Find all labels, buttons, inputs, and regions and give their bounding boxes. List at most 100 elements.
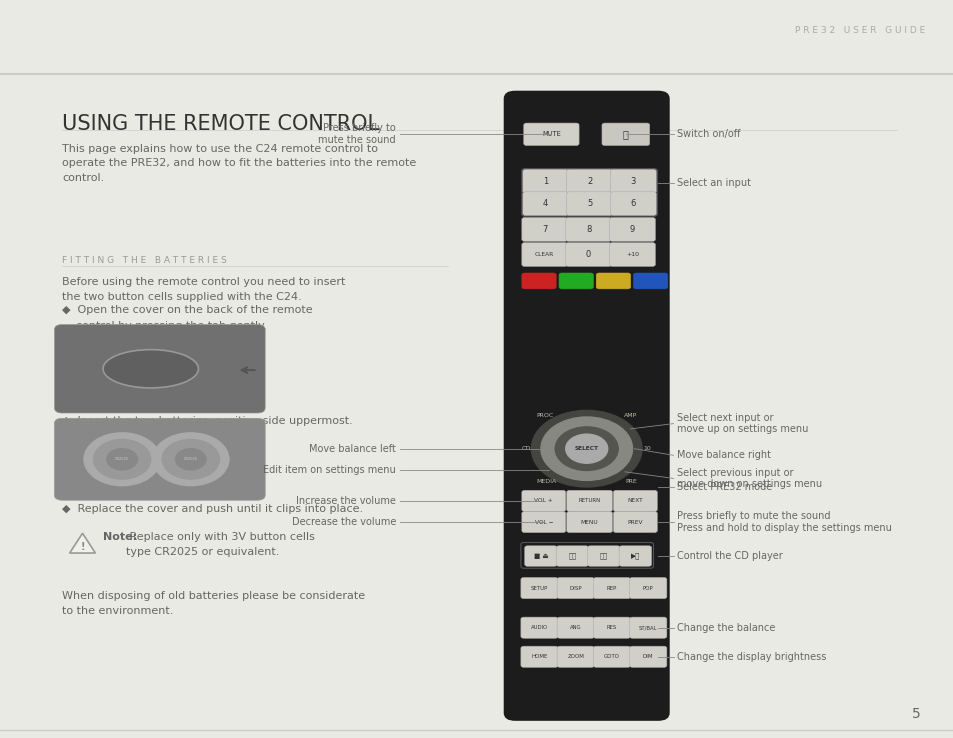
Text: Select next input or
move up on settings menu: Select next input or move up on settings…: [677, 413, 808, 435]
FancyBboxPatch shape: [521, 218, 567, 241]
Text: VOL −: VOL −: [534, 520, 553, 525]
FancyBboxPatch shape: [633, 273, 667, 289]
FancyBboxPatch shape: [520, 617, 558, 638]
Text: Press briefly to
mute the sound: Press briefly to mute the sound: [318, 123, 395, 145]
Text: Move balance left: Move balance left: [309, 444, 395, 454]
FancyBboxPatch shape: [566, 511, 612, 533]
FancyBboxPatch shape: [593, 578, 630, 599]
Text: NEXT: NEXT: [627, 498, 642, 503]
Text: 6: 6: [630, 199, 636, 208]
Text: VOL +: VOL +: [534, 498, 553, 503]
Text: HOME: HOME: [531, 655, 547, 659]
Text: PREV: PREV: [627, 520, 642, 525]
Circle shape: [565, 434, 607, 463]
Text: Select an input: Select an input: [677, 178, 751, 187]
FancyBboxPatch shape: [596, 273, 630, 289]
Text: 5: 5: [911, 708, 920, 722]
Text: ◆  Insert the two batteries, positive side uppermost.: ◆ Insert the two batteries, positive sid…: [62, 415, 353, 426]
Text: Decrease the volume: Decrease the volume: [292, 517, 395, 527]
Circle shape: [152, 433, 229, 486]
Text: Note:: Note:: [103, 532, 137, 542]
FancyBboxPatch shape: [54, 418, 265, 500]
FancyBboxPatch shape: [522, 192, 568, 215]
FancyBboxPatch shape: [565, 218, 611, 241]
Text: AMP: AMP: [623, 413, 637, 418]
FancyBboxPatch shape: [521, 243, 567, 266]
Text: Select PRE32 mode: Select PRE32 mode: [677, 482, 772, 492]
FancyBboxPatch shape: [613, 511, 657, 533]
Text: MENU: MENU: [580, 520, 598, 525]
FancyBboxPatch shape: [503, 91, 669, 721]
Circle shape: [162, 439, 219, 479]
Text: 5: 5: [586, 199, 592, 208]
FancyBboxPatch shape: [521, 273, 556, 289]
Text: MUTE: MUTE: [541, 131, 560, 137]
Circle shape: [84, 433, 160, 486]
FancyBboxPatch shape: [609, 218, 655, 241]
FancyBboxPatch shape: [521, 490, 565, 511]
FancyBboxPatch shape: [610, 192, 656, 215]
FancyBboxPatch shape: [566, 192, 612, 215]
Text: ⏻: ⏻: [622, 129, 628, 139]
Text: Move balance right: Move balance right: [677, 450, 771, 461]
Text: Control the CD player: Control the CD player: [677, 551, 782, 561]
Text: Increase the volume: Increase the volume: [295, 496, 395, 506]
Text: 8: 8: [585, 225, 591, 234]
FancyBboxPatch shape: [521, 511, 565, 533]
FancyBboxPatch shape: [557, 617, 594, 638]
FancyBboxPatch shape: [609, 243, 655, 266]
Text: REP: REP: [606, 585, 617, 590]
Text: POP: POP: [642, 585, 653, 590]
Text: ⏪⏪: ⏪⏪: [568, 553, 576, 559]
Text: CR2025: CR2025: [115, 458, 129, 461]
Text: 4: 4: [542, 199, 548, 208]
Text: AUDIO: AUDIO: [531, 625, 547, 630]
Text: Before using the remote control you need to insert
the two button cells supplied: Before using the remote control you need…: [62, 277, 345, 302]
Text: SETUP: SETUP: [530, 585, 548, 590]
FancyBboxPatch shape: [523, 123, 578, 145]
FancyBboxPatch shape: [629, 617, 666, 638]
Text: When disposing of old batteries please be considerate
to the environment.: When disposing of old batteries please b…: [62, 591, 365, 616]
Text: ST/BAL: ST/BAL: [639, 625, 657, 630]
FancyBboxPatch shape: [54, 325, 265, 413]
Text: CLEAR: CLEAR: [535, 252, 554, 257]
Text: USING THE REMOTE CONTROL: USING THE REMOTE CONTROL: [62, 114, 378, 134]
Text: Edit item on settings menu: Edit item on settings menu: [263, 465, 395, 475]
Text: MEDIA: MEDIA: [536, 479, 556, 484]
FancyBboxPatch shape: [524, 546, 557, 566]
FancyBboxPatch shape: [557, 578, 594, 599]
Text: PRE: PRE: [625, 479, 637, 484]
Text: ■ ⏏: ■ ⏏: [533, 553, 548, 559]
Text: ⏩⏩: ⏩⏩: [599, 553, 607, 559]
Text: ◆  Open the cover on the back of the remote: ◆ Open the cover on the back of the remo…: [62, 306, 313, 315]
Circle shape: [107, 449, 137, 470]
Circle shape: [175, 449, 206, 470]
Text: control by pressing the tab gently.: control by pressing the tab gently.: [62, 320, 267, 331]
Text: +10: +10: [625, 252, 639, 257]
FancyBboxPatch shape: [557, 646, 594, 667]
FancyBboxPatch shape: [629, 578, 666, 599]
Text: SELECT: SELECT: [574, 446, 598, 451]
FancyBboxPatch shape: [618, 546, 651, 566]
Text: P R E 3 2   U S E R   G U I D E: P R E 3 2 U S E R G U I D E: [794, 27, 924, 35]
FancyBboxPatch shape: [565, 243, 611, 266]
Text: This page explains how to use the C24 remote control to
operate the PRE32, and h: This page explains how to use the C24 re…: [62, 143, 416, 183]
Ellipse shape: [103, 350, 198, 388]
Text: PROC: PROC: [536, 413, 553, 418]
Text: CD: CD: [521, 446, 531, 451]
Text: ZOOM: ZOOM: [567, 655, 583, 659]
Text: 0: 0: [585, 250, 591, 259]
Text: Switch on/off: Switch on/off: [677, 129, 740, 139]
Polygon shape: [70, 534, 95, 553]
Text: RETURN: RETURN: [578, 498, 600, 503]
Text: 3: 3: [630, 176, 636, 186]
Text: GOTO: GOTO: [603, 655, 619, 659]
FancyBboxPatch shape: [558, 273, 593, 289]
Text: RES: RES: [606, 625, 617, 630]
Circle shape: [540, 417, 632, 480]
Text: 10: 10: [642, 446, 650, 451]
Text: F I T T I N G   T H E   B A T T E R I E S: F I T T I N G T H E B A T T E R I E S: [62, 256, 227, 265]
FancyBboxPatch shape: [613, 490, 657, 511]
Circle shape: [93, 439, 151, 479]
Text: ANG: ANG: [569, 625, 581, 630]
